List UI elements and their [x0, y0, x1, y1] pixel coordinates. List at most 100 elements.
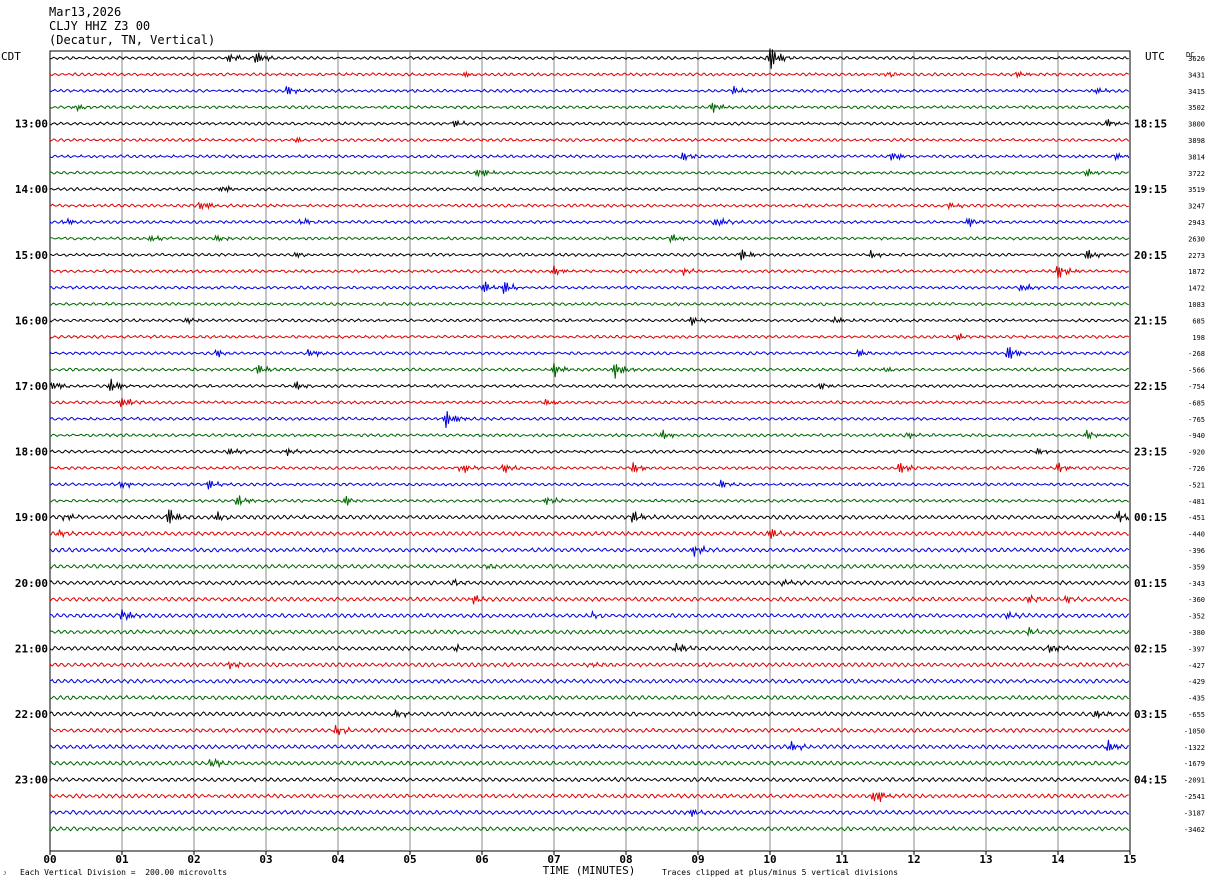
dc-offset-label: -920	[1188, 449, 1205, 457]
hour-label-right: 19:15	[1134, 183, 1167, 196]
dc-offset-label: 3814	[1188, 153, 1205, 161]
dc-offset-label: -940	[1188, 432, 1205, 440]
trace-line	[49, 462, 1130, 474]
header-location: (Decatur, TN, Vertical)	[49, 33, 216, 47]
dc-offset-label: 3800	[1188, 121, 1205, 129]
x-tick-label: 13	[979, 853, 992, 866]
trace-line	[49, 544, 1130, 557]
trace-line	[49, 529, 1129, 539]
trace-line	[49, 151, 1130, 162]
dc-offset-label: 3626	[1188, 55, 1205, 63]
hour-label-left: 14:00	[15, 183, 48, 196]
dc-offset-label: -481	[1188, 498, 1205, 506]
trace-line	[49, 301, 1130, 307]
dc-offset-label: 2273	[1188, 252, 1205, 260]
hour-label-left: 18:00	[15, 446, 48, 459]
dc-offset-label: -440	[1188, 531, 1205, 539]
left-timezone-label: CDT	[1, 50, 21, 63]
trace-line	[49, 776, 1130, 783]
x-tick-label: 08	[619, 853, 632, 866]
trace-line	[49, 660, 1130, 670]
dc-offset-label: 1083	[1188, 301, 1205, 309]
x-tick-label: 14	[1051, 853, 1065, 866]
trace-line	[49, 724, 1130, 736]
hour-label-right: 01:15	[1134, 577, 1167, 590]
hour-label-left: 17:00	[15, 380, 48, 393]
header-station: CLJY HHZ Z3 00	[49, 19, 151, 33]
dc-offset-label: -380	[1188, 629, 1205, 637]
dc-offset-label: -343	[1188, 580, 1205, 588]
dc-offset-label: 198	[1192, 334, 1205, 342]
dc-offset-label: -427	[1188, 662, 1205, 670]
dc-offset-label: -360	[1188, 596, 1205, 604]
trace-line	[49, 333, 1130, 342]
dc-offset-label: -435	[1188, 695, 1205, 703]
dc-offset-label: 1472	[1188, 285, 1205, 293]
x-tick-label: 04	[331, 853, 345, 866]
hour-label-left: 23:00	[15, 774, 48, 787]
hour-label-right: 03:15	[1134, 708, 1167, 721]
hour-label-right: 02:15	[1134, 642, 1167, 655]
trace-line	[49, 281, 1129, 294]
dc-offset-label: 3502	[1188, 104, 1205, 112]
dc-offset-label: 3431	[1188, 71, 1205, 79]
trace-line	[49, 808, 1129, 817]
hour-label-left: 13:00	[15, 118, 48, 131]
trace-line	[49, 168, 1129, 177]
trace-line	[49, 119, 1130, 128]
trace-line	[49, 447, 1130, 456]
trace-line	[49, 495, 1130, 507]
trace-line	[49, 378, 1130, 391]
dc-label: DC	[1186, 51, 1194, 59]
dc-offset-label: -1322	[1184, 744, 1205, 752]
hour-label-right: 20:15	[1134, 249, 1167, 262]
x-tick-label: 01	[115, 853, 129, 866]
x-tick-label: 00	[43, 853, 56, 866]
trace-line	[49, 757, 1130, 769]
x-tick-label: 03	[259, 853, 272, 866]
scale-note: Each Vertical Division = 200.00 microvol…	[20, 868, 228, 877]
hour-label-right: 18:15	[1134, 118, 1167, 131]
trace-line	[49, 791, 1129, 803]
hour-label-right: 23:15	[1134, 446, 1167, 459]
trace-line	[49, 678, 1130, 685]
dc-offset-label: 2630	[1188, 235, 1205, 243]
dc-offset-label: -765	[1188, 416, 1205, 424]
x-tick-label: 11	[835, 853, 849, 866]
dc-offset-label: 3415	[1188, 88, 1205, 96]
trace-line	[49, 315, 1129, 326]
hour-label-left: 16:00	[15, 314, 48, 327]
x-axis-label: TIME (MINUTES)	[543, 864, 636, 877]
dc-offset-label: -268	[1188, 350, 1205, 358]
hour-label-left: 19:00	[15, 511, 48, 524]
trace-line	[49, 249, 1129, 261]
dc-offset-label: 1872	[1188, 268, 1205, 276]
dc-offset-label: -566	[1188, 367, 1205, 375]
trace-line	[49, 201, 1129, 211]
trace-line	[49, 265, 1130, 279]
dc-offset-label: 3722	[1188, 170, 1205, 178]
x-tick-label: 10	[763, 853, 776, 866]
hour-label-left: 21:00	[15, 642, 48, 655]
x-tick-label: 07	[547, 853, 560, 866]
dc-offset-label: -359	[1188, 563, 1205, 571]
right-timezone-label: UTC	[1145, 50, 1165, 63]
dc-offset-label: -396	[1188, 547, 1205, 555]
dc-offset-label: 3898	[1188, 137, 1205, 145]
dc-offset-label: -429	[1188, 678, 1205, 686]
hour-label-left: 15:00	[15, 249, 48, 262]
dc-offset-label: 685	[1192, 317, 1205, 325]
trace-line	[49, 216, 1129, 227]
x-tick-label: 06	[475, 853, 489, 866]
hour-label-right: 22:15	[1134, 380, 1167, 393]
header-date: Mar13,2026	[49, 5, 122, 19]
dc-offset-label: -521	[1188, 481, 1205, 489]
x-tick-label: 05	[403, 853, 416, 866]
trace-line	[49, 642, 1130, 654]
hour-label-right: 00:15	[1134, 511, 1167, 524]
trace-line	[49, 397, 1130, 408]
dc-offset-label: -754	[1188, 383, 1205, 391]
dc-offset-label: -2541	[1184, 793, 1205, 801]
hour-label-left: 20:00	[15, 577, 48, 590]
